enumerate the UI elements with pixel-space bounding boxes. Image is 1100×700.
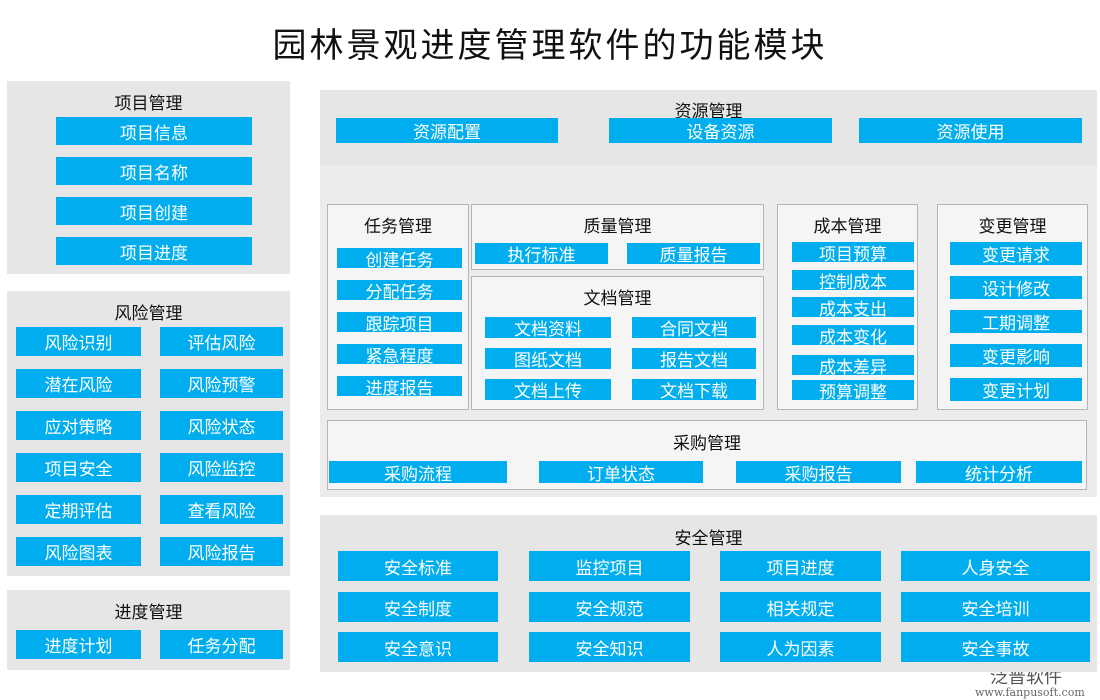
module-item: 质量报告 [627, 243, 760, 266]
module-item: 成本差异 [792, 355, 914, 378]
module-item: 项目信息 [56, 117, 252, 145]
module-item: 报告文档 [632, 348, 756, 371]
module-item: 采购报告 [736, 461, 901, 485]
module-title: 质量管理 [583, 217, 652, 237]
module-item: 采购流程 [329, 461, 507, 485]
module-item: 监控项目 [529, 551, 690, 581]
module-item: 设计修改 [950, 276, 1082, 300]
module-item: 文档下载 [632, 379, 756, 402]
module-item: 安全规范 [529, 592, 690, 622]
module-item: 进度报告 [337, 376, 462, 399]
module-box [327, 204, 469, 410]
module-item: 人为因素 [720, 632, 881, 662]
module-item: 紧急程度 [337, 344, 462, 367]
module-title: 成本管理 [813, 217, 882, 237]
module-title: 采购管理 [673, 434, 741, 454]
module-item: 风险报告 [160, 537, 283, 566]
module-item: 订单状态 [539, 461, 703, 485]
module-item: 应对策略 [16, 411, 141, 440]
module-item: 任务分配 [160, 630, 283, 659]
module-item: 分配任务 [337, 280, 462, 303]
module-title: 文档管理 [583, 289, 652, 309]
module-item: 文档资料 [485, 317, 611, 340]
module-item: 跟踪项目 [337, 312, 462, 335]
page-title: 园林景观进度管理软件的功能模块 [272, 26, 828, 66]
module-item: 项目进度 [720, 551, 881, 581]
module-item: 工期调整 [950, 310, 1082, 334]
module-item: 潜在风险 [16, 369, 141, 398]
module-title: 进度管理 [114, 603, 183, 623]
module-item: 预算调整 [792, 380, 914, 403]
module-title: 风险管理 [114, 304, 183, 324]
module-item: 变更计划 [950, 378, 1082, 402]
module-item: 项目安全 [16, 453, 141, 482]
module-item: 安全意识 [338, 632, 498, 662]
module-item: 相关规定 [720, 592, 881, 622]
module-item: 资源配置 [336, 118, 558, 143]
module-item: 安全事故 [901, 632, 1090, 662]
module-item: 图纸文档 [485, 348, 611, 371]
module-item: 变更请求 [950, 242, 1082, 266]
module-item: 风险监控 [160, 453, 283, 482]
module-item: 文档上传 [485, 379, 611, 402]
module-item: 风险预警 [160, 369, 283, 398]
module-item: 安全知识 [529, 632, 690, 662]
module-title: 变更管理 [978, 217, 1047, 237]
module-item: 成本变化 [792, 325, 914, 348]
module-item: 创建任务 [337, 248, 462, 271]
watermark-brand: 泛普软件 [990, 667, 1062, 688]
module-item: 进度计划 [16, 630, 141, 659]
module-item: 项目进度 [56, 237, 252, 265]
module-item: 安全标准 [338, 551, 498, 581]
module-item: 合同文档 [632, 317, 756, 340]
module-item: 项目预算 [792, 242, 914, 265]
module-title: 任务管理 [364, 217, 432, 237]
module-item: 定期评估 [16, 495, 141, 524]
module-item: 统计分析 [916, 461, 1082, 485]
module-item: 查看风险 [160, 495, 283, 524]
module-item: 安全制度 [338, 592, 498, 622]
module-item: 评估风险 [160, 327, 283, 356]
module-item: 项目名称 [56, 157, 252, 185]
module-item: 控制成本 [792, 270, 914, 293]
module-item: 风险识别 [16, 327, 141, 356]
module-title: 项目管理 [114, 94, 183, 114]
module-title: 安全管理 [674, 529, 743, 549]
watermark-url: www.fanpusoft.com [975, 686, 1085, 699]
module-item: 资源使用 [859, 118, 1082, 143]
module-item: 变更影响 [950, 344, 1082, 368]
module-item: 项目创建 [56, 197, 252, 225]
module-item: 风险状态 [160, 411, 283, 440]
module-item: 设备资源 [609, 118, 832, 143]
module-item: 执行标准 [475, 243, 608, 266]
module-title: 资源管理 [674, 102, 743, 122]
module-item: 成本支出 [792, 297, 914, 320]
module-item: 安全培训 [901, 592, 1090, 622]
module-box [937, 204, 1088, 410]
module-item: 风险图表 [16, 537, 141, 566]
module-item: 人身安全 [901, 551, 1090, 581]
